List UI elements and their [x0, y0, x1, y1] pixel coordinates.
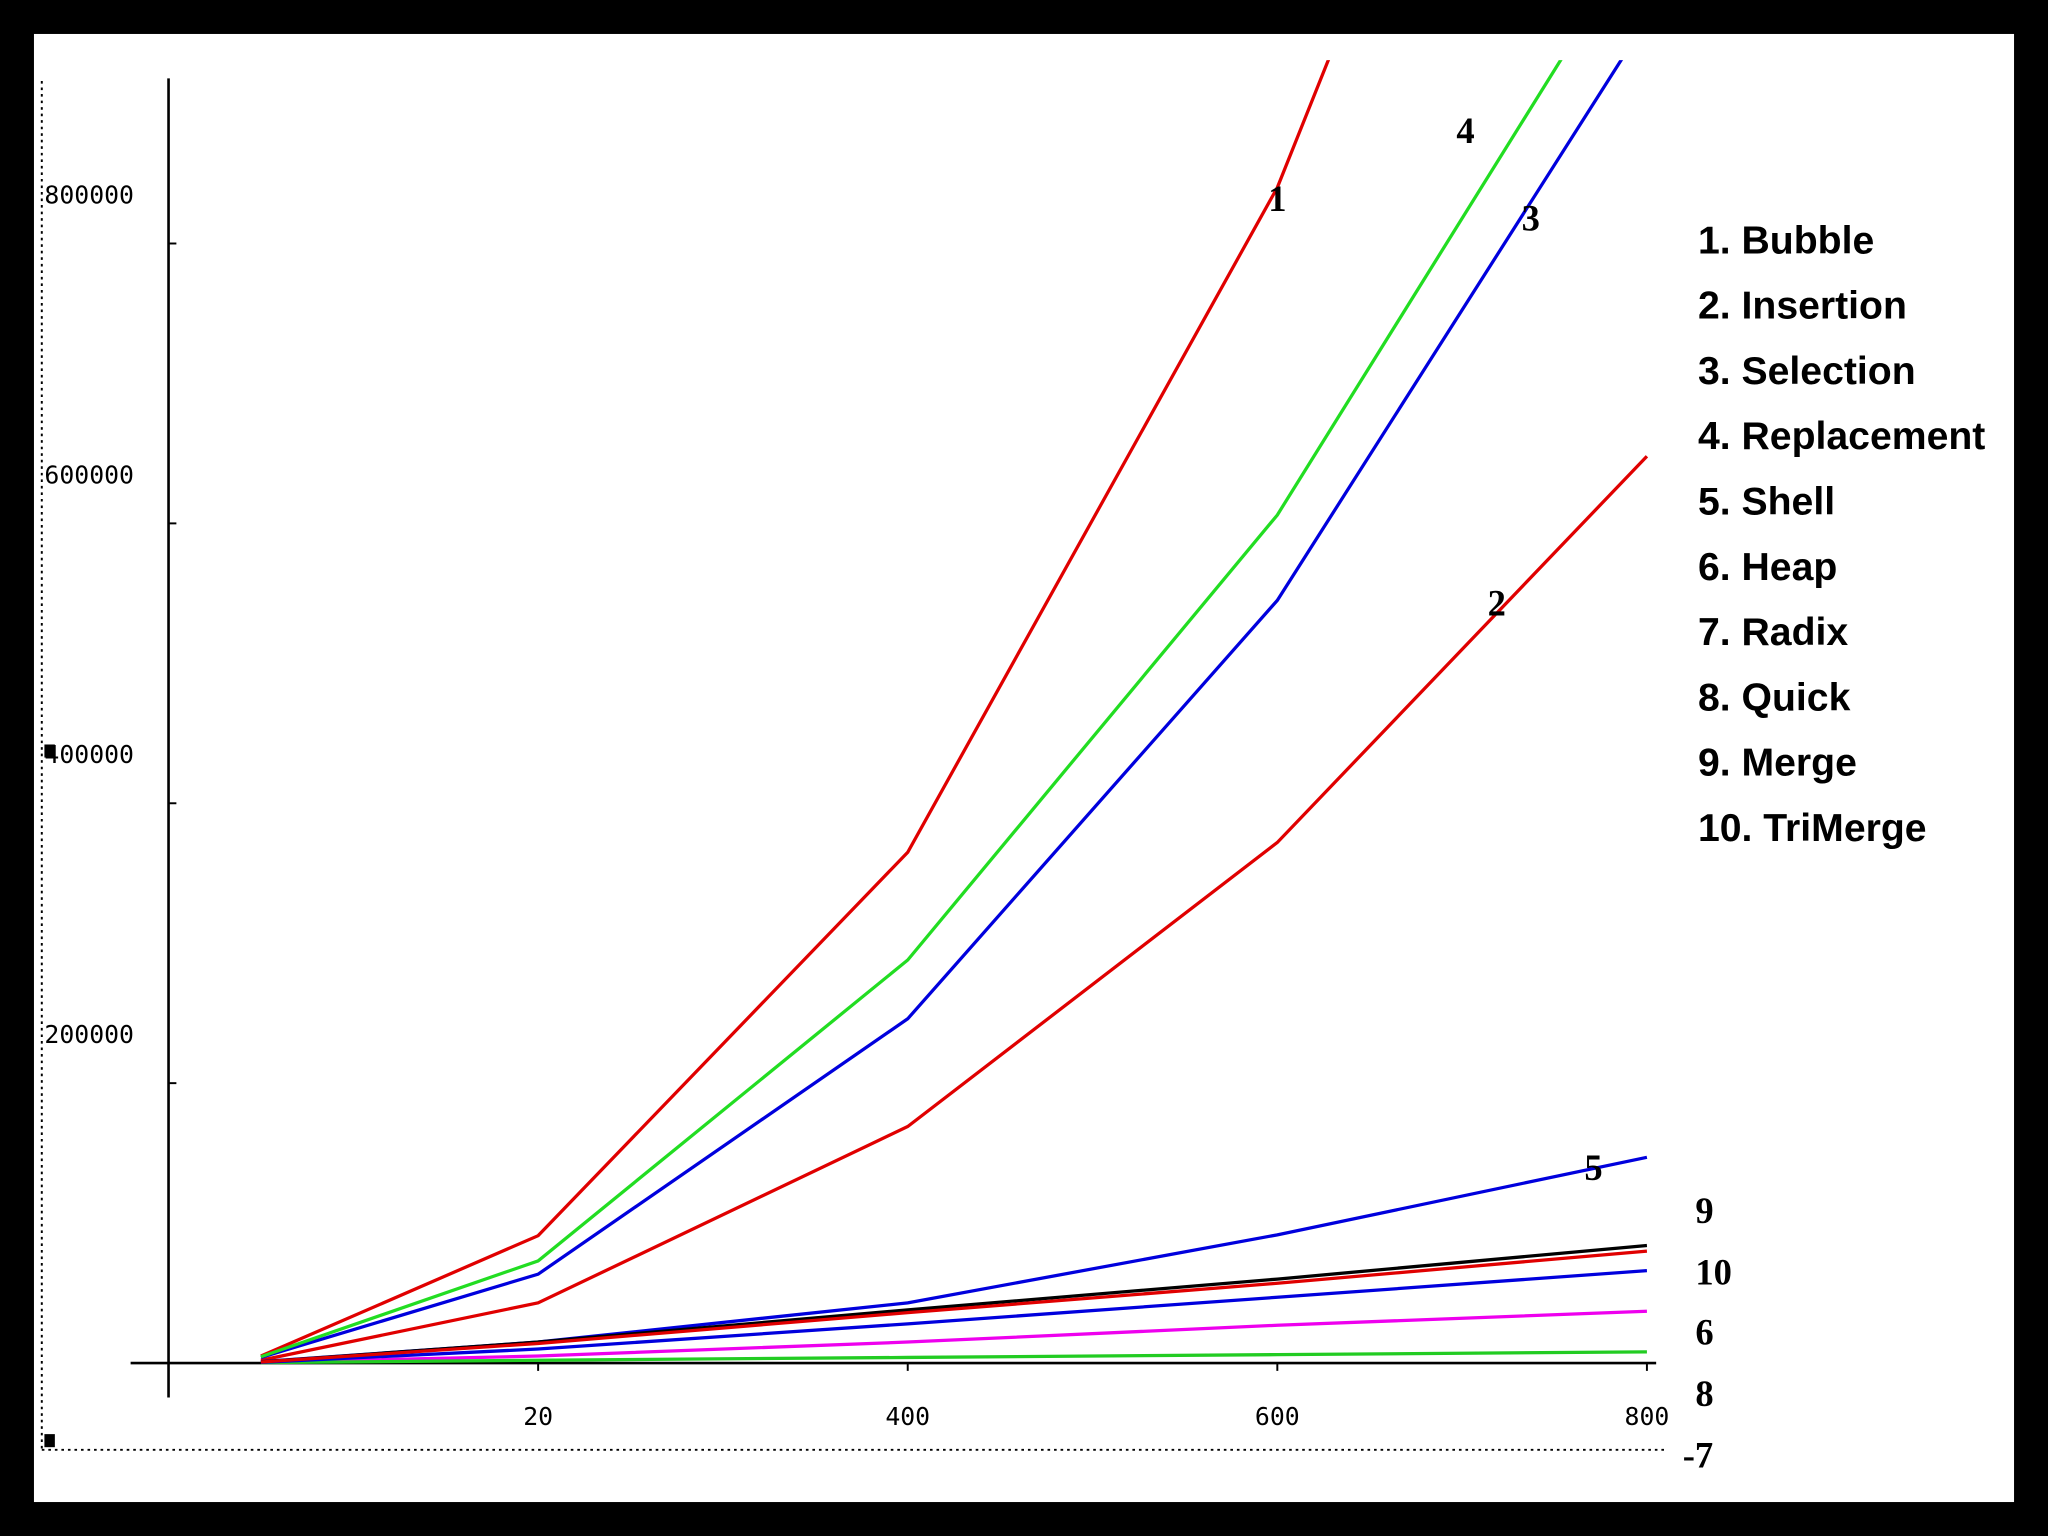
legend-entry: 10. TriMerge [1698, 807, 1927, 850]
legend-entry: 7. Radix [1698, 611, 1848, 654]
x-tick-label: 400 [885, 1402, 930, 1431]
line-annotation: -7 [1683, 1434, 1713, 1475]
x-tick-label: 20 [523, 1402, 553, 1431]
x-tick-label: 600 [1255, 1402, 1300, 1431]
line-annotation: 1 [1268, 178, 1286, 219]
marker [44, 1434, 55, 1448]
line-annotation: 10 [1695, 1251, 1732, 1292]
legend-entry: 6. Heap [1698, 546, 1837, 589]
line-annotation: 2 [1488, 583, 1506, 624]
marker [44, 744, 55, 758]
legend-entry: 3. Selection [1698, 350, 1916, 393]
series-line [260, 1269, 1648, 1364]
plot-lines [260, 60, 1649, 1365]
y-tick-label: 400000 [44, 740, 134, 769]
legend-entry: 2. Insertion [1698, 285, 1907, 328]
plot-background [33, 33, 2015, 1503]
line-annotation: 9 [1695, 1190, 1713, 1231]
line-annotation: 3 [1522, 197, 1540, 238]
legend-entry: 1. Bubble [1698, 219, 1874, 262]
line-annotation: 5 [1584, 1147, 1602, 1188]
series-line [260, 1249, 1648, 1364]
series-line [260, 1350, 1647, 1365]
legend-entry: 9. Merge [1698, 742, 1857, 785]
series-line [260, 1309, 1647, 1364]
y-tick-label: 600000 [44, 460, 134, 489]
line-annotation: 4 [1456, 110, 1474, 151]
line-annotation: 6 [1695, 1312, 1713, 1353]
x-tick-label: 800 [1625, 1402, 1670, 1431]
series-line [260, 60, 1624, 1360]
series-line [260, 60, 1563, 1359]
legend-entry: 8. Quick [1698, 676, 1851, 719]
series-line [260, 60, 1331, 1358]
line-annotation: 8 [1695, 1373, 1713, 1414]
legend-entry: 5. Shell [1698, 481, 1835, 524]
y-tick-label: 200000 [44, 1020, 134, 1049]
series-line [260, 455, 1649, 1362]
y-tick-label: 800000 [44, 180, 134, 209]
legend-entry: 4. Replacement [1698, 415, 1985, 458]
